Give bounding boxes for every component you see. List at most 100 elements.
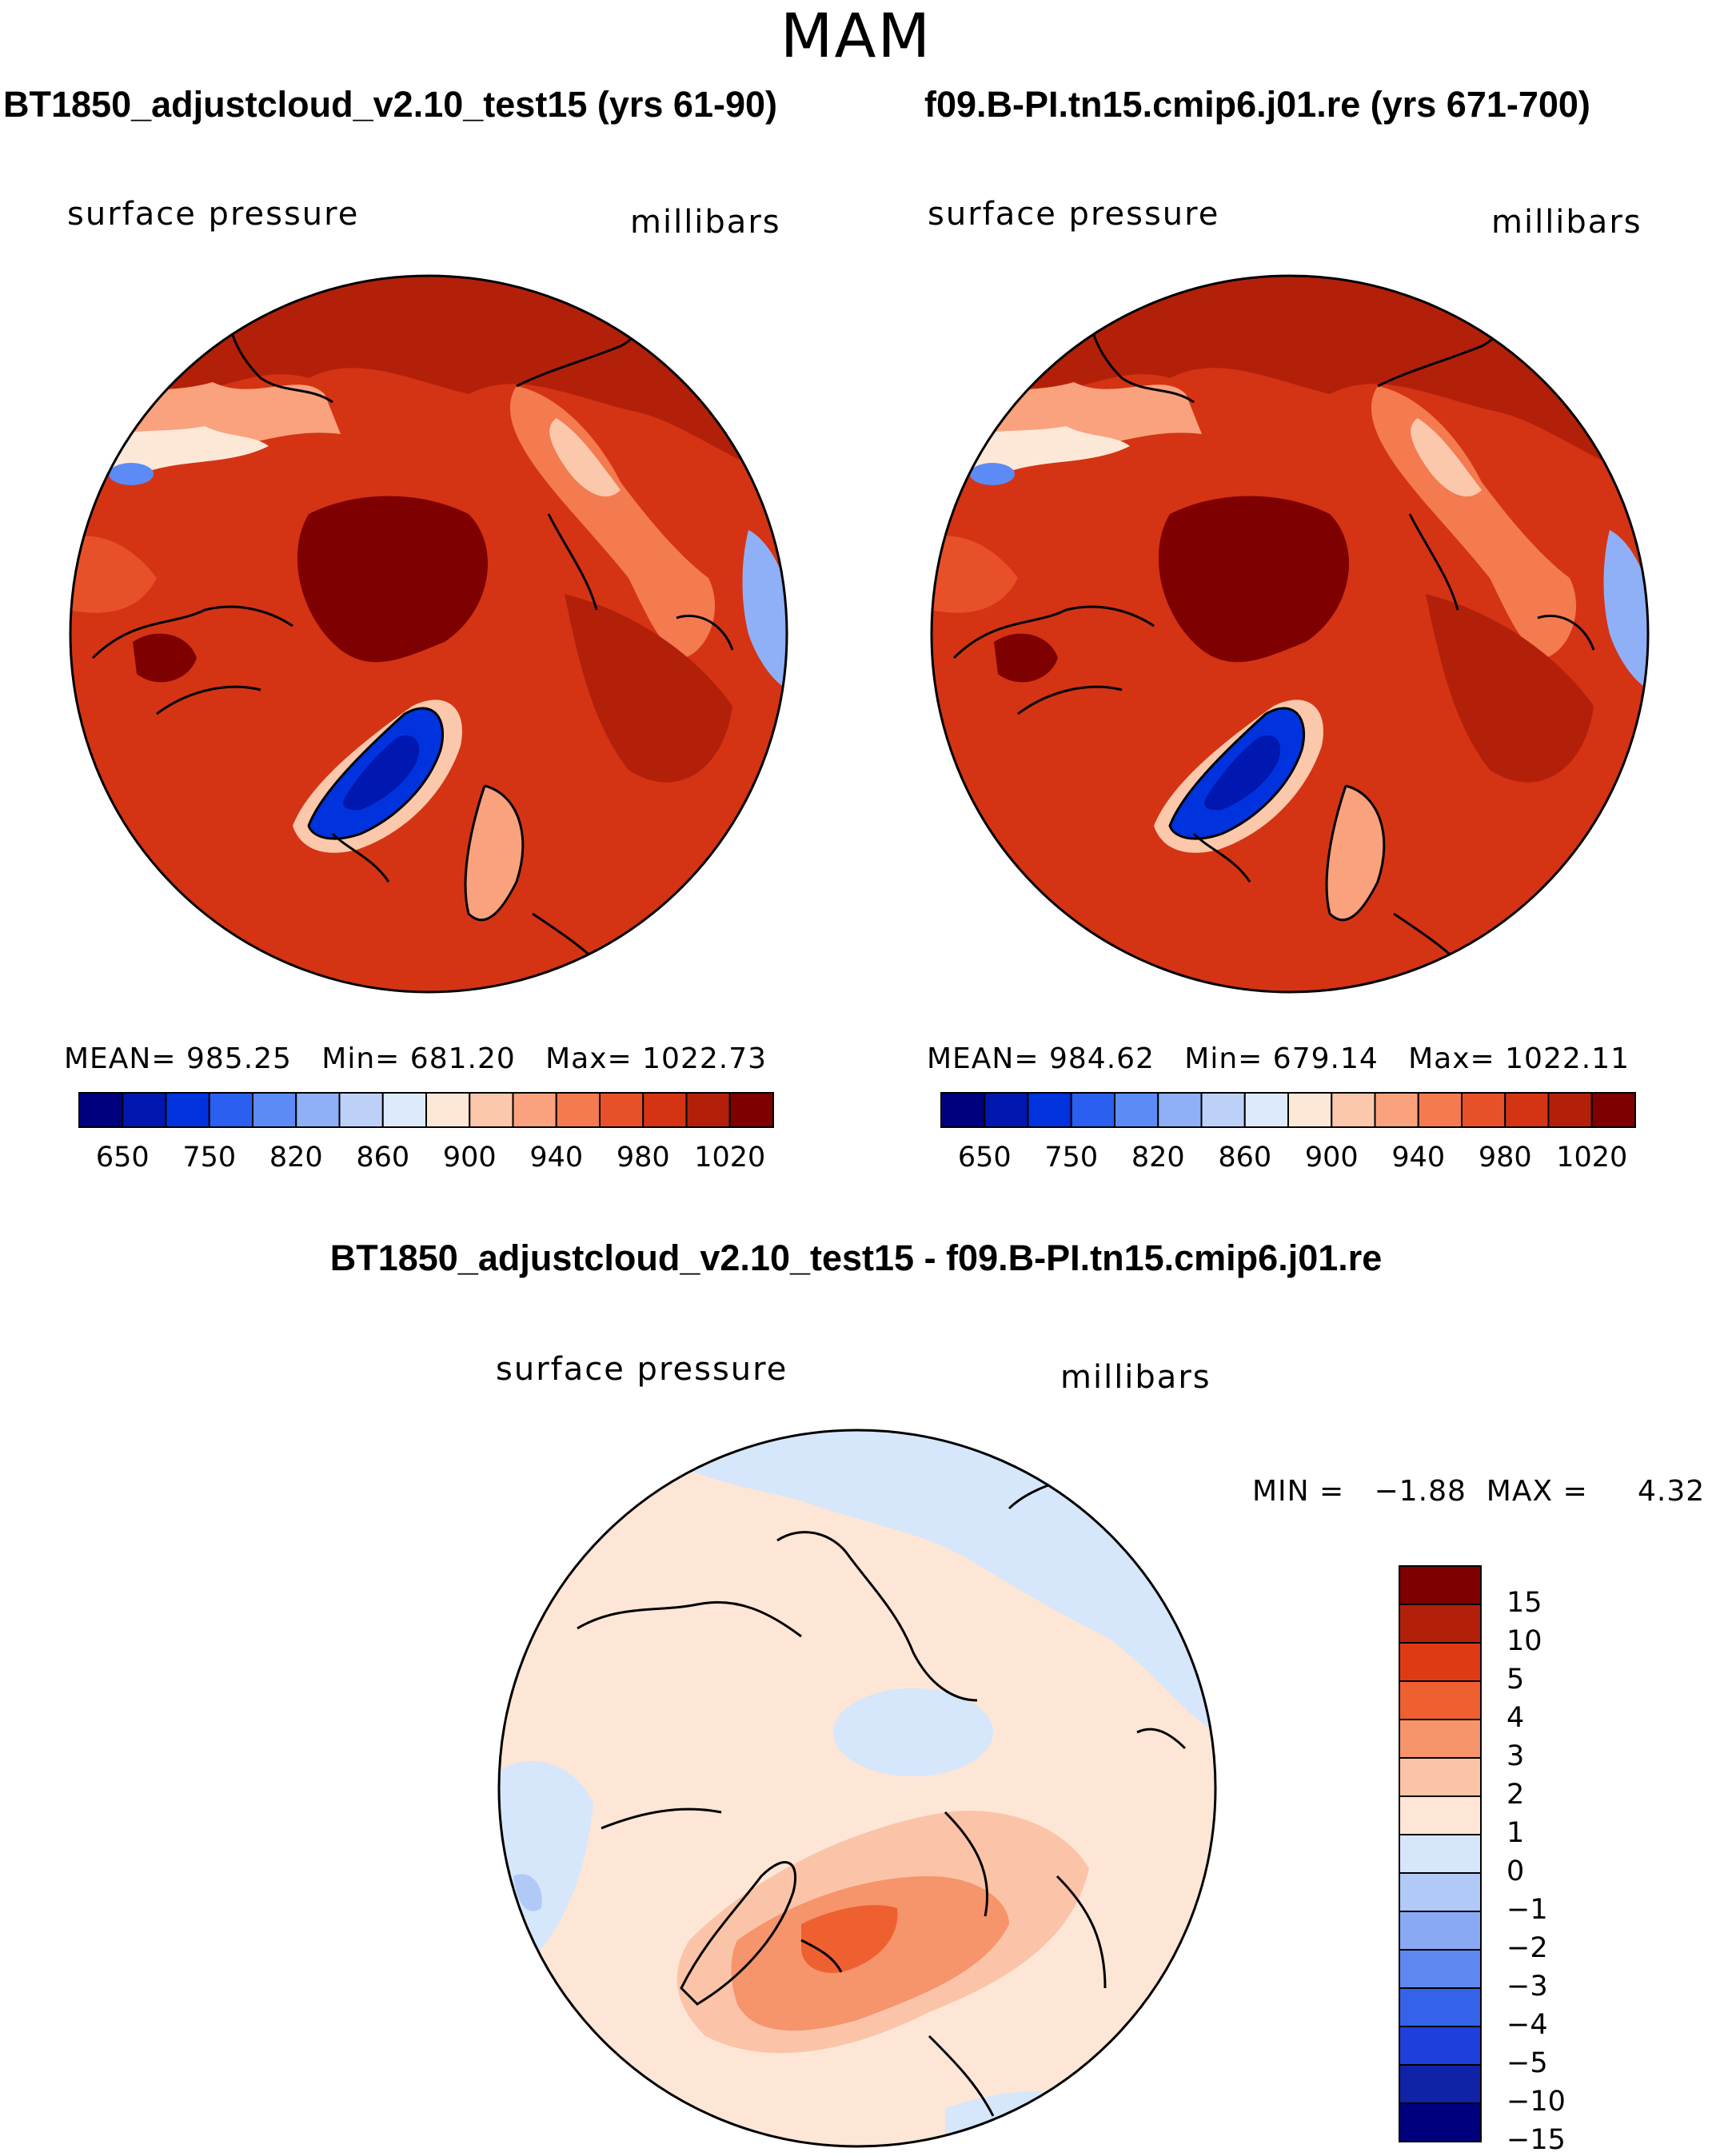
colorbar-tick-label: −5 [1506,2047,1548,2079]
map-negative-spot [513,1874,542,1911]
colorbar-swatch [1417,1092,1463,1128]
difference-units: millibars [1060,1359,1211,1396]
min-value: −1.88 [1374,1475,1467,1508]
map-greenland-core [1204,735,1281,811]
colorbar-swatch [1399,1911,1482,1951]
panel-1-variable: surface pressure [67,196,360,233]
map-andes-edge [742,530,787,690]
colorbar-swatch [1287,1092,1333,1128]
colorbar-tick-label: 10 [1506,1625,1542,1657]
min-label: MIN = [1252,1475,1345,1508]
colorbar-swatch [1399,1987,1482,2027]
colorbar-swatch [1070,1092,1115,1128]
map-asia-west [932,536,1018,613]
colorbar-tick-label: −4 [1506,2009,1548,2041]
colorbar-swatch [78,1092,124,1128]
mean-value: 985.25 [186,1042,292,1075]
map-siberian-high [994,633,1058,683]
map-andes-edge [1603,530,1648,690]
colorbar-swatch [1399,1680,1482,1720]
colorbar-swatch [1374,1092,1419,1128]
colorbar-tick-label: 750 [182,1142,237,1174]
mean-value: 984.62 [1048,1042,1155,1075]
colorbar-swatch [1399,2026,1482,2066]
colorbar-swatch [1399,1834,1482,1874]
colorbar-swatch [1114,1092,1159,1128]
colorbar-tick-label: 860 [356,1142,410,1174]
colorbar-swatch [728,1092,774,1128]
colorbar-swatch [940,1092,986,1128]
colorbar-swatch [1200,1092,1246,1128]
colorbar-tick-label: 5 [1506,1664,1525,1696]
map-rockies-crest [1411,418,1482,497]
colorbar-swatch [1399,1719,1482,1759]
colorbar-swatch [381,1092,427,1128]
difference-colorbar [1399,1565,1482,2142]
panel-2-units: millibars [1491,204,1642,241]
map-atlantic-high [1426,594,1594,783]
panel-1-map [69,274,788,994]
panel-1-title: BT1850_adjustcloud_v2.10_test15 (yrs 61-… [3,84,778,125]
figure-title: MAM [780,0,932,71]
mean-label: MEAN= [64,1042,177,1075]
colorbar-tick-label: 750 [1044,1142,1099,1174]
map-tibet-min [109,463,154,485]
colorbar-swatch [984,1092,1029,1128]
map-negative-arctic [833,1688,993,1776]
difference-map [497,1429,1217,2148]
min-value: 681.20 [409,1042,516,1075]
colorbar-swatch [512,1092,557,1128]
colorbar-tick-label: 900 [1304,1142,1359,1174]
panel-2-variable: surface pressure [928,196,1220,233]
colorbar-tick-label: 650 [957,1142,1012,1174]
map-rockies-crest [549,418,621,497]
map-boundary [930,274,1650,994]
panel-1-units: millibars [630,204,781,241]
panel-2-colorbar-ticks: 650 750 820 860 900 940 980 1020 [940,1142,1636,1174]
map-siberian-high [133,633,197,683]
panel-2-map [930,274,1650,994]
colorbar-tick-label: −1 [1506,1894,1548,1926]
colorbar-swatch [685,1092,731,1128]
colorbar-swatch [1399,1949,1482,1989]
colorbar-tick-label: −2 [1506,1932,1548,1964]
panel-2-title: f09.B-PI.tn15.cmip6.j01.re (yrs 671-700) [924,84,1590,125]
min-value: 679.14 [1272,1042,1379,1075]
map-scandinavia-low [465,786,523,920]
colorbar-swatch [1399,1872,1482,1912]
difference-title: BT1850_adjustcloud_v2.10_test15 - f09.B-… [329,1237,1383,1278]
colorbar-tick-label: 650 [95,1142,150,1174]
panel-1-stats: MEAN= 985.25 Min= 681.20 Max= 1022.73 [64,1042,767,1075]
map-upper-high-band [70,276,787,482]
colorbar-swatch [1331,1092,1376,1128]
colorbar-tick-label: 940 [1391,1142,1446,1174]
difference-colorbar-ticks: 15 10 5 4 3 2 1 0 −1 −2 −3 −4 −5 −10 −15 [1506,1565,1602,2156]
difference-minmax: MIN = −1.88 MAX = 4.32 [1252,1475,1705,1508]
colorbar-swatch [295,1092,341,1128]
colorbar-swatch [252,1092,297,1128]
colorbar-tick-label: 1020 [694,1142,766,1174]
colorbar-swatch [1504,1092,1550,1128]
colorbar-swatch [1399,2064,1482,2104]
colorbar-tick-label: 980 [616,1142,670,1174]
colorbar-tick-label: 1020 [1556,1142,1628,1174]
colorbar-tick-label: 15 [1506,1587,1542,1619]
min-label: Min= [321,1042,401,1075]
map-scandinavia-low [1327,786,1384,920]
colorbar-swatch [555,1092,601,1128]
colorbar-swatch [1399,1604,1482,1644]
colorbar-tick-label: 3 [1506,1740,1525,1772]
max-label: MAX = [1486,1475,1588,1508]
colorbar-swatch [1027,1092,1072,1128]
panel-1-colorbar [78,1092,774,1128]
colorbar-tick-label: −3 [1506,1971,1548,2003]
max-label: Max= [545,1042,633,1075]
colorbar-tick-label: 900 [442,1142,497,1174]
panel-2-colorbar [940,1092,1636,1128]
max-value: 1022.11 [1505,1042,1630,1075]
colorbar-tick-label: −15 [1506,2124,1566,2156]
max-label: Max= [1408,1042,1495,1075]
map-coastlines [577,1475,1187,2117]
max-value: 1022.73 [642,1042,768,1075]
panel-1-colorbar-ticks: 650 750 820 860 900 940 980 1020 [78,1142,774,1174]
